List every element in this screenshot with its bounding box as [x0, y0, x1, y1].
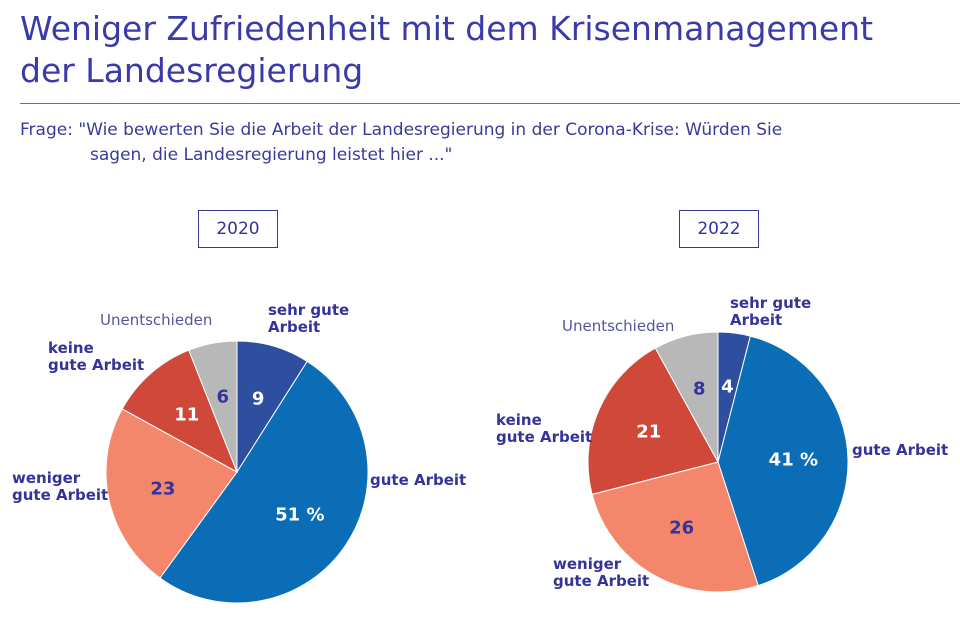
rule [20, 103, 960, 104]
category-label: weniger gute Arbeit [553, 555, 650, 590]
category-label: sehr gute Arbeit [268, 301, 350, 336]
category-label: weniger gute Arbeit [12, 469, 109, 504]
value-label: 11 [174, 404, 200, 426]
value-label: 41 % [768, 449, 819, 471]
pie-slice [159, 360, 369, 604]
category-label: keine gute Arbeit [48, 339, 145, 374]
category-label: sehr gute Arbeit [730, 294, 812, 329]
value-label: 51 % [275, 504, 325, 526]
value-label: 4 [721, 376, 734, 398]
value-label: 21 [636, 421, 662, 443]
category-label: gute Arbeit [852, 441, 949, 459]
category-label: Unentschieden [562, 317, 675, 335]
title: Weniger Zufriedenheit mit dem Krisenmana… [20, 9, 874, 90]
value-label: 8 [692, 378, 706, 400]
value-label: 26 [669, 517, 695, 539]
pie-slice [717, 335, 849, 587]
value-label: 9 [251, 388, 265, 410]
pie-slice [591, 461, 759, 593]
year-label: 2022 [679, 210, 759, 248]
pie-slice [587, 347, 719, 495]
category-label: keine gute Arbeit [496, 411, 593, 446]
pie-slice [105, 408, 238, 579]
subtitle: Frage: "Wie bewerten Sie die Arbeit der … [20, 120, 783, 165]
pie-slice [654, 331, 719, 463]
category-label: gute Arbeit [370, 471, 467, 489]
value-label: 6 [216, 386, 230, 408]
pie-slice [121, 349, 238, 474]
pie-slice [188, 340, 238, 473]
value-label: 23 [150, 478, 176, 500]
year-label: 2020 [198, 210, 278, 248]
category-label: Unentschieden [100, 311, 213, 329]
